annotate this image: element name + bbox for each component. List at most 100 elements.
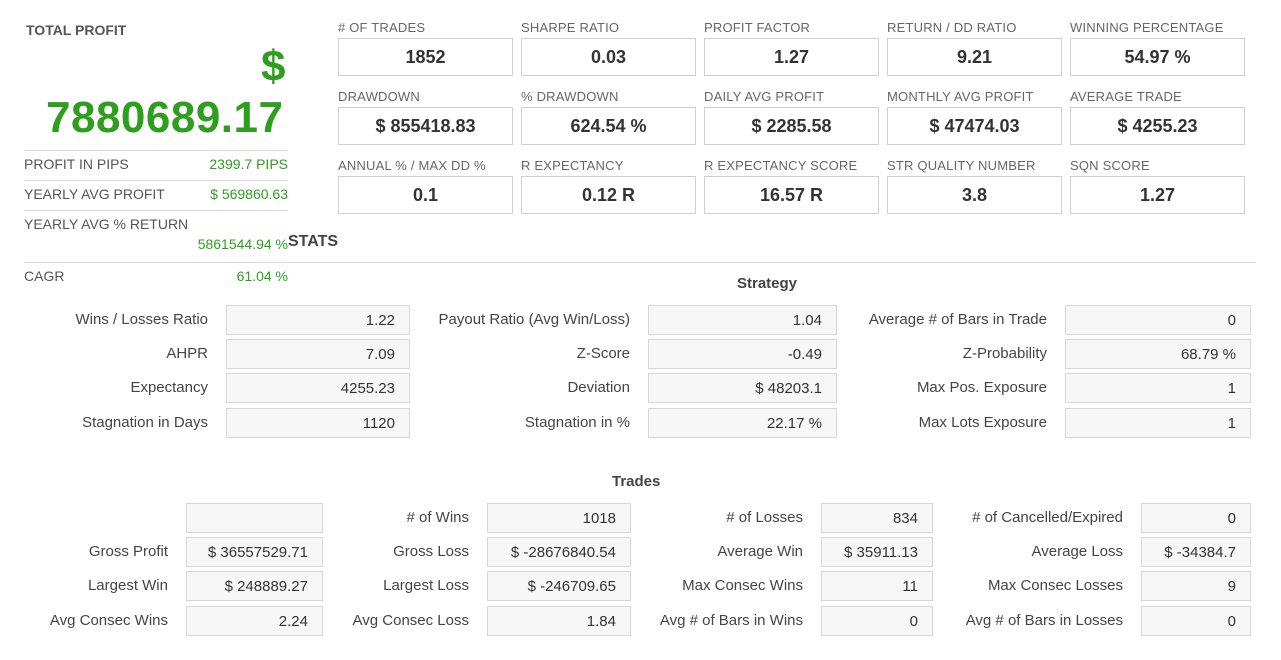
metric-label: WINNING PERCENTAGE xyxy=(1070,20,1224,35)
yearly-avg-return-value: 5861544.94 % xyxy=(197,236,288,252)
cagr-label: CAGR xyxy=(24,268,65,284)
divider xyxy=(24,150,288,151)
strategy-label: Payout Ratio (Avg Win/Loss) xyxy=(438,311,630,328)
metric-value: 624.54 % xyxy=(521,107,696,145)
metric-value: 54.97 % xyxy=(1070,38,1245,76)
metric-label: % DRAWDOWN xyxy=(521,89,619,104)
metric-label: DAILY AVG PROFIT xyxy=(704,89,825,104)
strategy-value: 1.22 xyxy=(226,305,410,335)
trades-label: Largest Loss xyxy=(383,577,469,594)
strategy-value: 0 xyxy=(1065,305,1251,335)
metric-value: 0.12 R xyxy=(521,176,696,214)
stats-heading: STATS xyxy=(288,233,339,250)
trades-label: Max Consec Wins xyxy=(682,577,803,594)
trades-label: Largest Win xyxy=(87,577,168,594)
strategy-value: 68.79 % xyxy=(1065,339,1251,369)
metric-value: $ 47474.03 xyxy=(887,107,1062,145)
trades-value: $ 248889.27 xyxy=(186,571,323,601)
trades-value: $ -28676840.54 xyxy=(487,537,631,567)
metric-label: MONTHLY AVG PROFIT xyxy=(887,89,1034,104)
yearly-avg-profit-value: $ 569860.63 xyxy=(210,186,288,202)
metric-value: $ 4255.23 xyxy=(1070,107,1245,145)
metric-label: AVERAGE TRADE xyxy=(1070,89,1182,104)
total-profit-title: TOTAL PROFIT xyxy=(26,22,127,38)
strategy-label: Max Pos. Exposure xyxy=(916,379,1047,396)
metric-label: R EXPECTANCY xyxy=(521,158,624,173)
stats-divider xyxy=(24,262,1256,263)
trades-value: 9 xyxy=(1141,571,1251,601)
metric-value: 1.27 xyxy=(1070,176,1245,214)
trades-value xyxy=(186,503,323,533)
strategy-label: Stagnation in Days xyxy=(82,414,208,431)
metric-label: DRAWDOWN xyxy=(338,89,420,104)
divider xyxy=(24,180,288,181)
metric-label: # OF TRADES xyxy=(338,20,426,35)
strategy-value: $ 48203.1 xyxy=(648,373,837,403)
strategy-value: 1 xyxy=(1065,408,1251,438)
trades-label: Max Consec Losses xyxy=(987,577,1123,594)
trades-label: Average Loss xyxy=(1031,543,1123,560)
strategy-value: 1.04 xyxy=(648,305,837,335)
metric-label: STR QUALITY NUMBER xyxy=(887,158,1036,173)
yearly-avg-return-label: YEARLY AVG % RETURN xyxy=(24,216,189,232)
strategy-title: Strategy xyxy=(737,275,798,292)
strategy-label: Z-Score xyxy=(576,345,630,362)
trades-label: Avg Consec Loss xyxy=(352,612,469,629)
trades-label: Average Win xyxy=(717,543,803,560)
metric-value: $ 855418.83 xyxy=(338,107,513,145)
strategy-label: Average # of Bars in Trade xyxy=(868,311,1047,328)
metric-label: R EXPECTANCY SCORE xyxy=(704,158,858,173)
trades-label: Avg # of Bars in Losses xyxy=(965,612,1123,629)
strategy-value: 1 xyxy=(1065,373,1251,403)
strategy-label: Max Lots Exposure xyxy=(918,414,1047,431)
trades-value: 1018 xyxy=(487,503,631,533)
metric-value: 1.27 xyxy=(704,38,879,76)
metric-label: ANNUAL % / MAX DD % xyxy=(338,158,486,173)
strategy-value: 22.17 % xyxy=(648,408,837,438)
trades-value: $ -34384.7 xyxy=(1141,537,1251,567)
trades-value: 11 xyxy=(821,571,933,601)
trades-label: Gross Loss xyxy=(393,543,469,560)
trades-label: # of Losses xyxy=(726,509,803,526)
strategy-value: 7.09 xyxy=(226,339,410,369)
trades-value: $ 35911.13 xyxy=(821,537,933,567)
trades-label: # of Cancelled/Expired xyxy=(972,509,1123,526)
trades-title: Trades xyxy=(612,473,661,490)
metric-label: RETURN / DD RATIO xyxy=(887,20,1017,35)
trades-value: 0 xyxy=(1141,503,1251,533)
trades-label: Avg Consec Wins xyxy=(49,612,168,629)
profit-in-pips-label: PROFIT IN PIPS xyxy=(24,156,129,172)
divider xyxy=(24,210,288,211)
trades-value: $ -246709.65 xyxy=(487,571,631,601)
trades-label: Avg # of Bars in Wins xyxy=(659,612,803,629)
metric-label: SQN SCORE xyxy=(1070,158,1150,173)
trades-value: 834 xyxy=(821,503,933,533)
metric-value: 0.03 xyxy=(521,38,696,76)
metric-value: 16.57 R xyxy=(704,176,879,214)
metric-value: $ 2285.58 xyxy=(704,107,879,145)
strategy-value: -0.49 xyxy=(648,339,837,369)
trades-value: 0 xyxy=(821,606,933,636)
metric-label: SHARPE RATIO xyxy=(521,20,620,35)
strategy-label: Expectancy xyxy=(130,379,208,396)
strategy-label: Deviation xyxy=(567,379,630,396)
metric-value: 9.21 xyxy=(887,38,1062,76)
trades-label: Gross Profit xyxy=(88,543,168,560)
total-profit-value: 7880689.17 xyxy=(46,93,284,142)
metric-value: 1852 xyxy=(338,38,513,76)
strategy-value: 1120 xyxy=(226,408,410,438)
trades-value: $ 36557529.71 xyxy=(186,537,323,567)
strategy-label: Z-Probability xyxy=(962,345,1047,362)
strategy-label: AHPR xyxy=(166,345,208,362)
metric-value: 0.1 xyxy=(338,176,513,214)
strategy-value: 4255.23 xyxy=(226,373,410,403)
strategy-label: Stagnation in % xyxy=(524,414,630,431)
trades-value: 0 xyxy=(1141,606,1251,636)
currency-symbol: $ xyxy=(261,42,286,91)
metric-label: PROFIT FACTOR xyxy=(704,20,811,35)
profit-in-pips-value: 2399.7 PIPS xyxy=(209,156,288,172)
trades-label: # of Wins xyxy=(406,509,469,526)
metric-value: 3.8 xyxy=(887,176,1062,214)
trades-value: 2.24 xyxy=(186,606,323,636)
yearly-avg-profit-label: YEARLY AVG PROFIT xyxy=(24,186,165,202)
